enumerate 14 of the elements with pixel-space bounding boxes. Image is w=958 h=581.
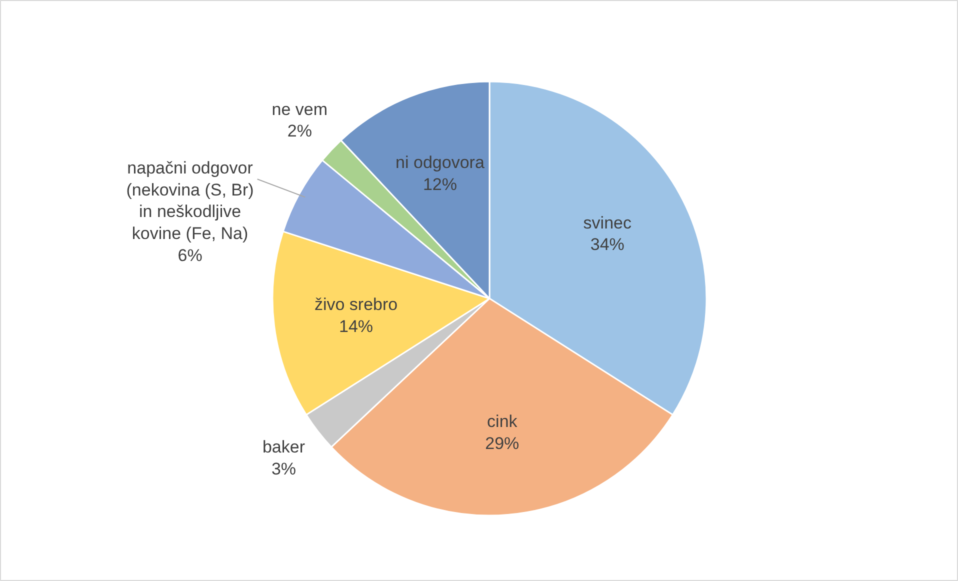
slice-label: živo srebro — [314, 294, 398, 314]
data-label: 3% — [271, 460, 296, 479]
slice-label: baker — [262, 438, 306, 457]
data-label: 14% — [339, 316, 374, 336]
slice-label: ni odgovora — [396, 152, 485, 172]
data-label: 34% — [590, 235, 624, 254]
data-label: 6% — [178, 246, 202, 265]
slice-label: napačni odgovor (nekovina (S, Br) in neškodljive kovine (Fe, Na) — [126, 158, 254, 244]
slice-label: svinec — [583, 213, 632, 232]
data-label: 2% — [287, 122, 312, 141]
slice-label: cink — [487, 412, 518, 432]
data-label: 12% — [422, 174, 457, 194]
data-label: 29% — [485, 434, 520, 453]
slice-label: ne vem — [272, 100, 328, 119]
